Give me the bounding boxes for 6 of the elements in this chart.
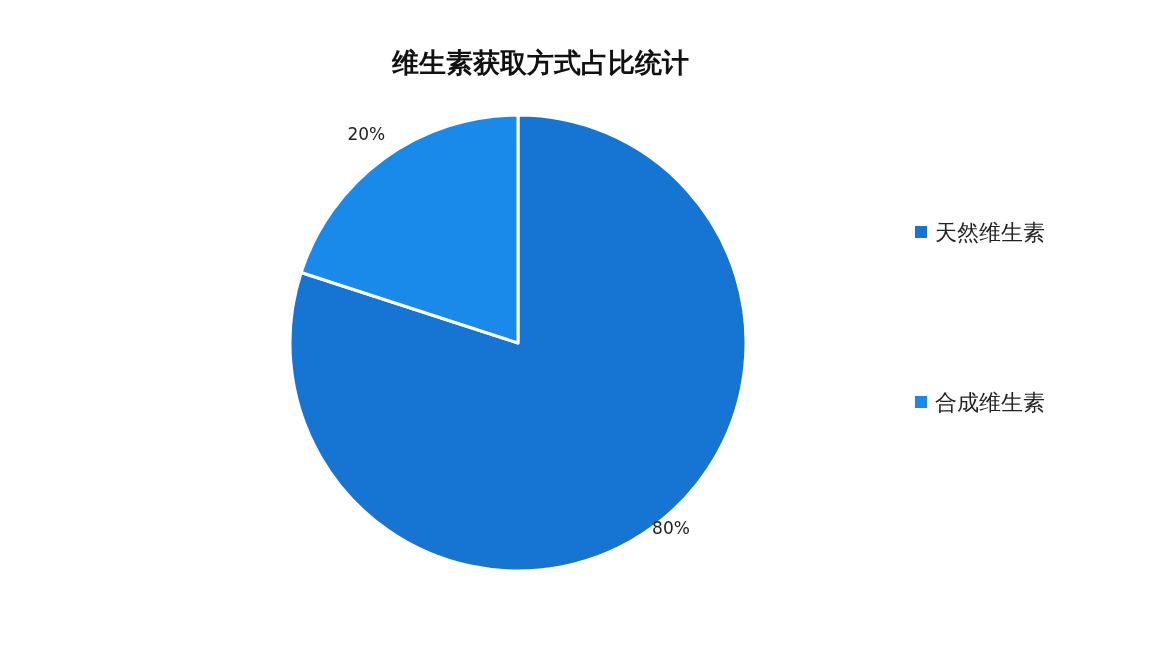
data-label: 80%: [652, 517, 690, 538]
legend-label: 天然维生素: [935, 220, 1045, 245]
data-label: 20%: [347, 124, 386, 145]
legend-label: 合成维生素: [935, 390, 1045, 415]
pie-slice: [288, 113, 748, 573]
chart-title: 维生素获取方式占比统计: [390, 47, 689, 78]
